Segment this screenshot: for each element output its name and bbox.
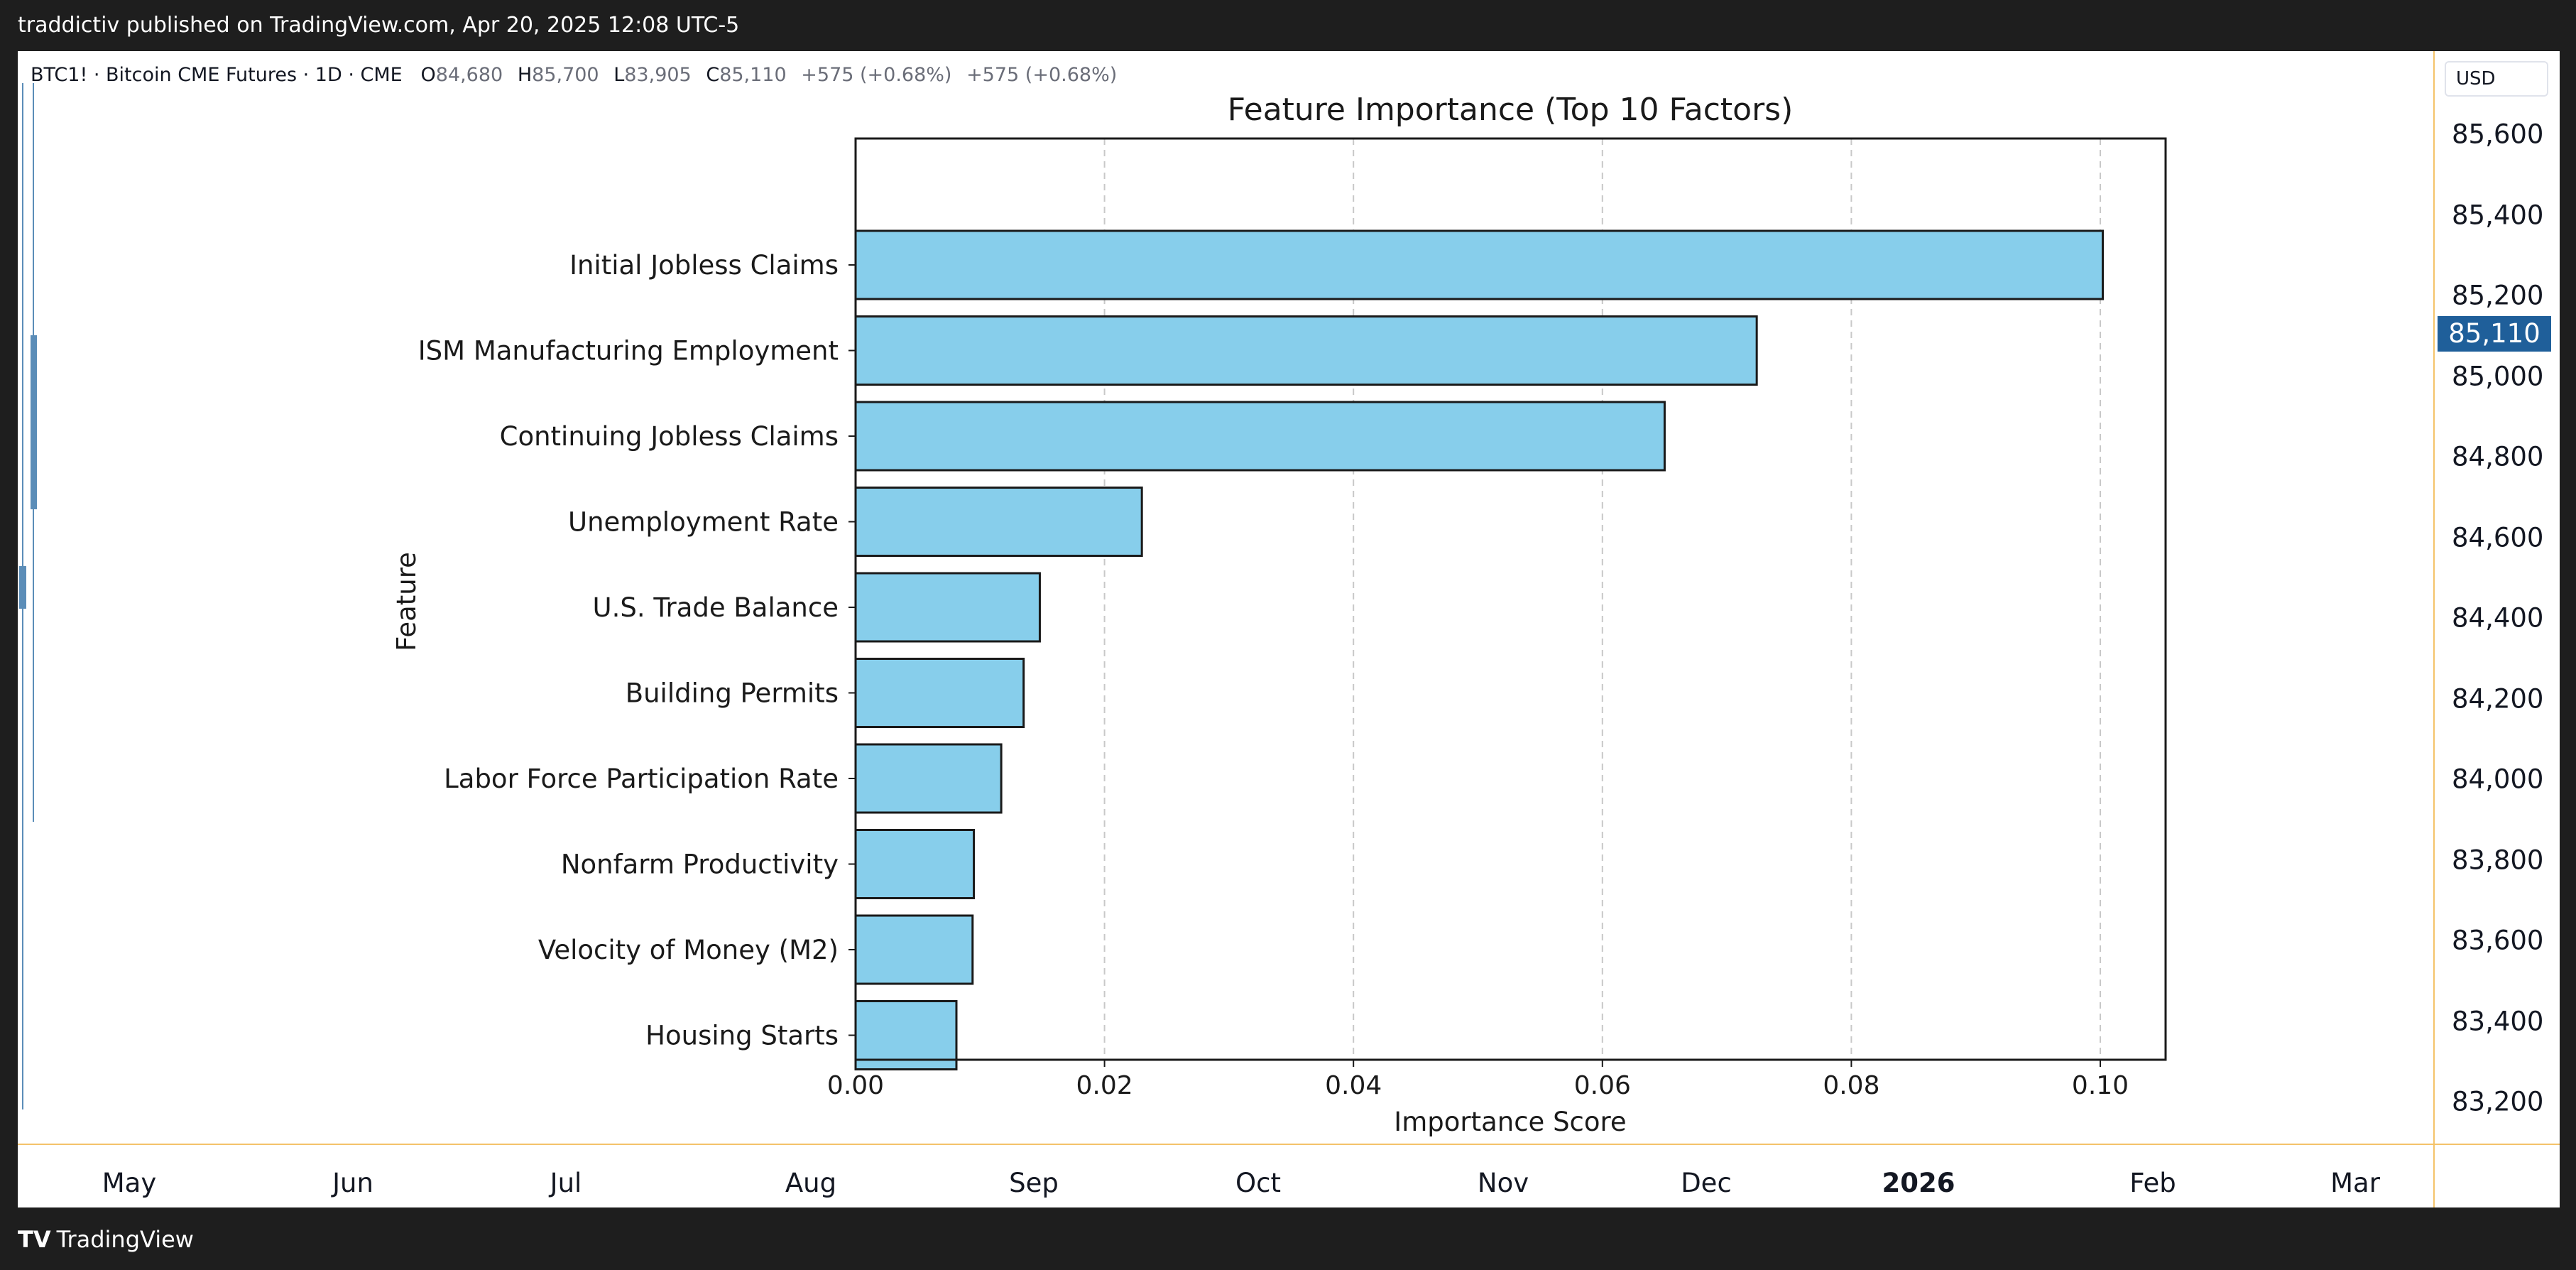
publish-header: traddictiv published on TradingView.com,… <box>0 0 2576 51</box>
y-tick-label: Housing Starts <box>645 1021 839 1051</box>
y-tick-label: U.S. Trade Balance <box>593 592 839 623</box>
price-tick-label: 85,200 <box>2452 280 2544 311</box>
price-tick-label: 83,800 <box>2452 845 2544 875</box>
y-axis-label: Feature <box>391 552 422 651</box>
close-value: 85,110 <box>719 64 787 86</box>
candles-layer <box>19 83 37 1109</box>
y-tick-label: Nonfarm Productivity <box>561 850 839 880</box>
change-value: +575 (+0.68%) <box>801 64 952 86</box>
change-value-2: +575 (+0.68%) <box>966 64 1118 86</box>
plot-area-frame <box>854 137 2167 1061</box>
candle-body <box>31 335 37 509</box>
time-tick-label: Jul <box>550 1168 582 1198</box>
tradingview-logo-icon: TV <box>18 1226 51 1253</box>
y-tick-label: Initial Jobless Claims <box>569 250 839 281</box>
price-tick-label: 84,000 <box>2452 764 2544 795</box>
x-tick-label: 0.06 <box>1574 1071 1631 1100</box>
x-tick-label: 0.00 <box>827 1071 884 1100</box>
y-tick-label: Velocity of Money (M2) <box>538 935 839 965</box>
symbol-legend: BTC1! · Bitcoin CME Futures · 1D · CME O… <box>31 64 1125 86</box>
open-label: O <box>420 64 436 86</box>
last-price-badge: 85,110 <box>2438 316 2551 352</box>
time-tick-label: Mar <box>2330 1168 2380 1198</box>
price-tick-label: 83,200 <box>2452 1086 2544 1117</box>
bar <box>854 829 976 899</box>
high-label: H <box>517 64 533 86</box>
footer-bar: TV TradingView <box>0 1207 2576 1270</box>
price-tick-label: 84,200 <box>2452 683 2544 714</box>
price-tick-label: 84,400 <box>2452 602 2544 634</box>
currency-button[interactable]: USD <box>2445 61 2548 97</box>
bar <box>854 315 1758 386</box>
low-value: 83,905 <box>624 64 692 86</box>
brand-name: TradingView <box>56 1226 194 1253</box>
chart-title: Feature Importance (Top 10 Factors) <box>1228 92 1794 128</box>
symbol-name[interactable]: BTC1! · Bitcoin CME Futures · 1D · CME <box>31 64 403 86</box>
y-tick-label: ISM Manufacturing Employment <box>418 336 839 367</box>
low-label: L <box>613 64 625 86</box>
x-tick-label: 0.04 <box>1325 1071 1382 1100</box>
y-tick-label: Building Permits <box>626 678 839 709</box>
bar <box>854 401 1666 472</box>
time-tick-label: Oct <box>1235 1168 1281 1198</box>
price-tick-label: 83,600 <box>2452 925 2544 956</box>
time-tick-label: 2026 <box>1882 1168 1955 1198</box>
candle-body <box>19 566 26 609</box>
bar <box>854 229 2105 300</box>
bar <box>854 658 1025 728</box>
open-value: 84,680 <box>435 64 503 86</box>
x-tick-label: 0.10 <box>2072 1071 2129 1100</box>
price-tick-label: 85,600 <box>2452 119 2544 150</box>
time-tick-label: Feb <box>2129 1168 2176 1198</box>
high-value: 85,700 <box>532 64 599 86</box>
time-tick-label: Nov <box>1477 1168 1529 1198</box>
time-tick-label: Jun <box>332 1168 373 1198</box>
y-tick-labels: Initial Jobless Claims ISM Manufacturing … <box>418 250 856 1051</box>
time-tick-label: May <box>102 1168 157 1198</box>
x-tick-label: 0.08 <box>1823 1071 1879 1100</box>
price-tick-label: 84,800 <box>2452 441 2544 472</box>
time-tick-label: Dec <box>1681 1168 1732 1198</box>
x-tick-labels: 0.00 0.02 0.04 0.06 0.08 0.10 <box>827 1060 2129 1100</box>
y-tick-label: Continuing Jobless Claims <box>500 421 839 452</box>
bar <box>854 914 974 985</box>
bar <box>854 743 1003 814</box>
published-text: traddictiv published on TradingView.com,… <box>18 13 740 38</box>
close-label: C <box>706 64 720 86</box>
time-tick-label: Aug <box>785 1168 837 1198</box>
feature-importance-chart: Initial Jobless Claims ISM Manufacturing … <box>391 92 2167 1137</box>
axis-corner <box>2433 1144 2560 1209</box>
x-tick-label: 0.02 <box>1076 1071 1133 1100</box>
bars <box>854 229 2105 1070</box>
y-tick-label: Labor Force Participation Rate <box>444 764 839 794</box>
price-tick-label: 83,400 <box>2452 1006 2544 1036</box>
price-tick-label: 84,600 <box>2452 522 2544 553</box>
tradingview-brand[interactable]: TV TradingView <box>18 1226 194 1253</box>
bar <box>854 487 1143 557</box>
price-tick-label: 85,000 <box>2452 361 2544 391</box>
chart-pane[interactable]: BTC1! · Bitcoin CME Futures · 1D · CME O… <box>18 51 2433 1144</box>
time-axis[interactable]: May Jun Jul Aug Sep Oct Nov Dec 2026 Feb Mar <box>18 1144 2433 1209</box>
chart-frame: BTC1! · Bitcoin CME Futures · 1D · CME O… <box>18 51 2560 1209</box>
time-tick-label: Sep <box>1009 1168 1059 1198</box>
y-tick-label: Unemployment Rate <box>568 507 839 538</box>
x-axis-label: Importance Score <box>1394 1107 1626 1137</box>
price-tick-label: 85,400 <box>2452 200 2544 230</box>
price-axis[interactable]: USD 85,600 85,400 85,200 85,000 84,800 84,600… <box>2433 51 2560 1144</box>
bar <box>854 572 1041 643</box>
bar <box>854 1000 958 1070</box>
